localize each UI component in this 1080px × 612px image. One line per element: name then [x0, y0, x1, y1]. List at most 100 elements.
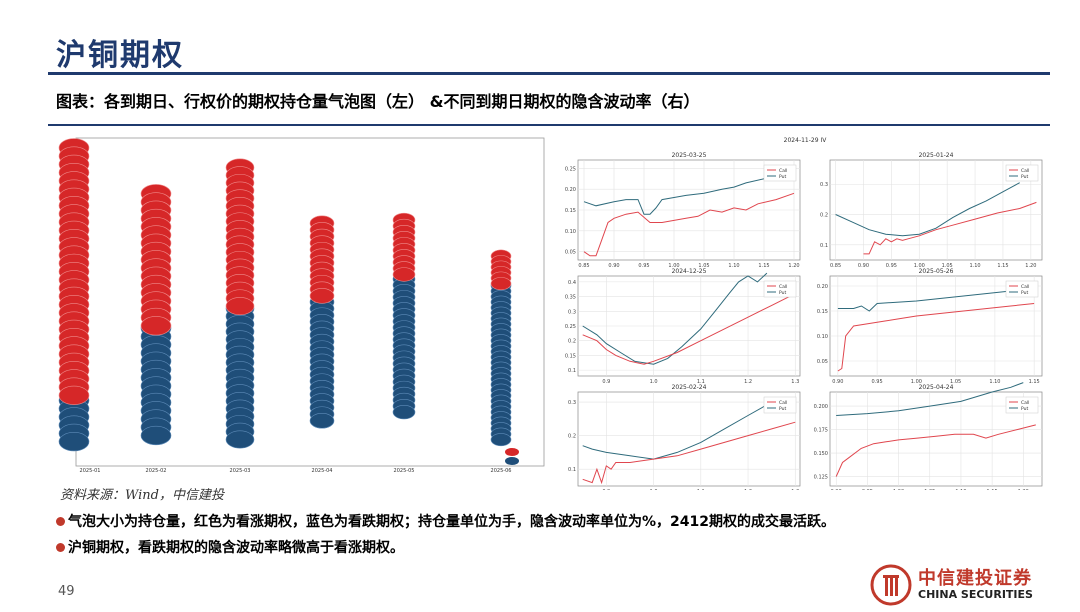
y-tick-label: 0.1 — [568, 368, 576, 374]
x-tick-label: 1.15 — [758, 263, 769, 269]
legend-call-label: Call — [1021, 284, 1029, 290]
subplot-title: 2025-03-25 — [672, 152, 707, 159]
legend-put-label: Put — [779, 174, 786, 180]
put-iv-line — [837, 288, 1035, 312]
figure-caption: 图表：各到期日、行权价的期权持仓量气泡图（左） &不同到期日期权的隐含波动率（右… — [56, 92, 700, 111]
bubble-column — [225, 158, 255, 449]
x-tick-label: 1.10 — [989, 379, 1000, 385]
put-iv-line — [582, 398, 786, 460]
call-iv-line — [863, 201, 1037, 255]
subplot-legend — [1005, 396, 1039, 414]
put-bubble — [58, 432, 90, 452]
bubble-chart: 2025-01 2025-02 2025-03 2025-04 2025-05 2025-… — [58, 137, 545, 474]
y-tick-label: 0.05 — [817, 359, 828, 365]
y-tick-label: 0.2 — [820, 213, 828, 219]
bubble-chart-panel: 2025-01 2025-02 2025-03 2025-04 2025-05 2025-… — [54, 130, 550, 480]
call-bubble — [225, 297, 255, 316]
x-tick-label: 1.15 — [997, 263, 1008, 269]
source-note: 资料来源：Wind，中信建投 — [60, 488, 224, 503]
legend-put-label: Put — [1021, 290, 1028, 296]
y-tick-label: 0.15 — [565, 353, 576, 359]
call-bubble — [58, 385, 90, 405]
legend-call-label: Call — [779, 168, 787, 174]
put-bubble — [309, 413, 335, 429]
legend-call-label: Call — [779, 284, 787, 290]
x-tick-label: 1.2 — [744, 489, 752, 490]
x-tick-label: 1.10 — [955, 489, 966, 490]
x-tick-label: 0.95 — [872, 379, 883, 385]
y-tick-label: 0.2 — [568, 339, 576, 345]
iv-subplot: 2025-01-24 0.3 0.2 0.1 0.85 0.90 0.95 1.00 1.05 1… — [820, 152, 1043, 269]
y-tick-label: 0.25 — [565, 166, 576, 172]
caption-rule — [48, 124, 1050, 126]
subplot-frame — [829, 159, 1043, 261]
x-tick-label: 2025-02 — [146, 468, 167, 474]
logo-en-text: CHINA SECURITIES — [918, 587, 1033, 601]
iv-subplot: 2025-05-26 0.20 0.15 0.10 0.05 0.90 0.95 1.00 1.… — [817, 268, 1043, 385]
x-tick-label: 1.05 — [950, 379, 961, 385]
subplot-title: 2025-04-24 — [919, 384, 954, 391]
call-bubble — [140, 316, 172, 336]
subplot-title: 2025-02-24 — [672, 384, 707, 391]
bullet-2: 沪铜期权，看跌期权的隐含波动率略微高于看涨期权。 — [56, 537, 404, 557]
bubble-column — [392, 212, 416, 420]
x-tick-label: 0.85 — [578, 263, 589, 269]
legend-put-label: Put — [779, 406, 786, 412]
y-tick-label: 0.200 — [814, 404, 828, 410]
y-tick-label: 0.2 — [568, 434, 576, 440]
x-tick-label: 0.95 — [886, 263, 897, 269]
y-tick-label: 0.1 — [568, 467, 576, 473]
x-tick-label: 1.20 — [1018, 489, 1029, 490]
call-iv-line — [835, 424, 1036, 477]
x-tick-label: 0.9 — [602, 489, 610, 490]
x-tick-label: 2025-03 — [230, 468, 251, 474]
x-tick-label: 1.00 — [893, 489, 904, 490]
bullet-2-text: 沪铜期权，看跌期权的隐含波动率略微高于看涨期权。 — [68, 540, 404, 556]
x-tick-label: 1.10 — [728, 263, 739, 269]
y-tick-label: 0.15 — [817, 309, 828, 315]
x-tick-label: 2025-04 — [312, 468, 333, 474]
call-bubble — [490, 277, 512, 291]
legend-put-label: Put — [779, 290, 786, 296]
y-tick-label: 0.20 — [565, 187, 576, 193]
put-iv-line — [835, 182, 1020, 237]
y-tick-label: 0.125 — [814, 475, 828, 481]
bullet-dot — [56, 542, 65, 552]
x-tick-label: 1.00 — [668, 263, 679, 269]
legend-put-marker — [505, 457, 519, 465]
bubble-column — [140, 184, 172, 446]
legend-put-label: Put — [1021, 174, 1028, 180]
x-tick-label: 1.20 — [788, 263, 799, 269]
y-tick-label: 0.3 — [820, 182, 828, 188]
x-tick-label: 0.9 — [602, 379, 610, 385]
bubble-column — [490, 249, 512, 447]
call-bubble — [392, 267, 416, 282]
iv-subplot: 2025-03-25 0.25 0.20 0.15 0.10 0.05 0.85 0.90 0.… — [565, 152, 801, 269]
bullet-1: 气泡大小为持仓量，红色为看涨期权，蓝色为看跌期权；持仓量单位为手，隐含波动率单位… — [56, 511, 835, 531]
y-tick-label: 0.3 — [568, 400, 576, 406]
call-iv-line — [837, 303, 1035, 372]
legend-call-marker — [505, 448, 519, 456]
citic-logo-icon — [870, 564, 912, 606]
x-tick-label: 1.10 — [969, 263, 980, 269]
iv-subplot: 2025-04-24 0.200 0.175 0.150 0.125 0.90 0.95 1.… — [814, 382, 1043, 495]
legend-call-label: Call — [1021, 400, 1029, 406]
subplot-legend — [763, 164, 797, 182]
put-bubble — [392, 405, 416, 420]
x-tick-label: 1.0 — [650, 379, 658, 385]
x-tick-label: 0.95 — [638, 263, 649, 269]
x-tick-label: 0.90 — [832, 379, 843, 385]
x-tick-label: 1.2 — [744, 379, 752, 385]
bullet-dot — [56, 516, 65, 526]
y-tick-label: 0.15 — [565, 208, 576, 214]
company-logo: 中信建投证券 CHINA SECURITIES — [870, 564, 1033, 606]
page-number: 49 — [58, 584, 75, 599]
subplot-frame — [577, 391, 801, 487]
x-tick-label: 1.05 — [924, 489, 935, 490]
x-tick-label: 0.90 — [858, 263, 869, 269]
x-tick-label: 1.00 — [914, 263, 925, 269]
put-bubble — [140, 425, 172, 446]
x-tick-label: 0.90 — [831, 489, 842, 490]
bullet-1-text: 气泡大小为持仓量，红色为看涨期权，蓝色为看跌期权；持仓量单位为手，隐含波动率单位… — [68, 514, 835, 530]
call-iv-line — [582, 293, 796, 365]
